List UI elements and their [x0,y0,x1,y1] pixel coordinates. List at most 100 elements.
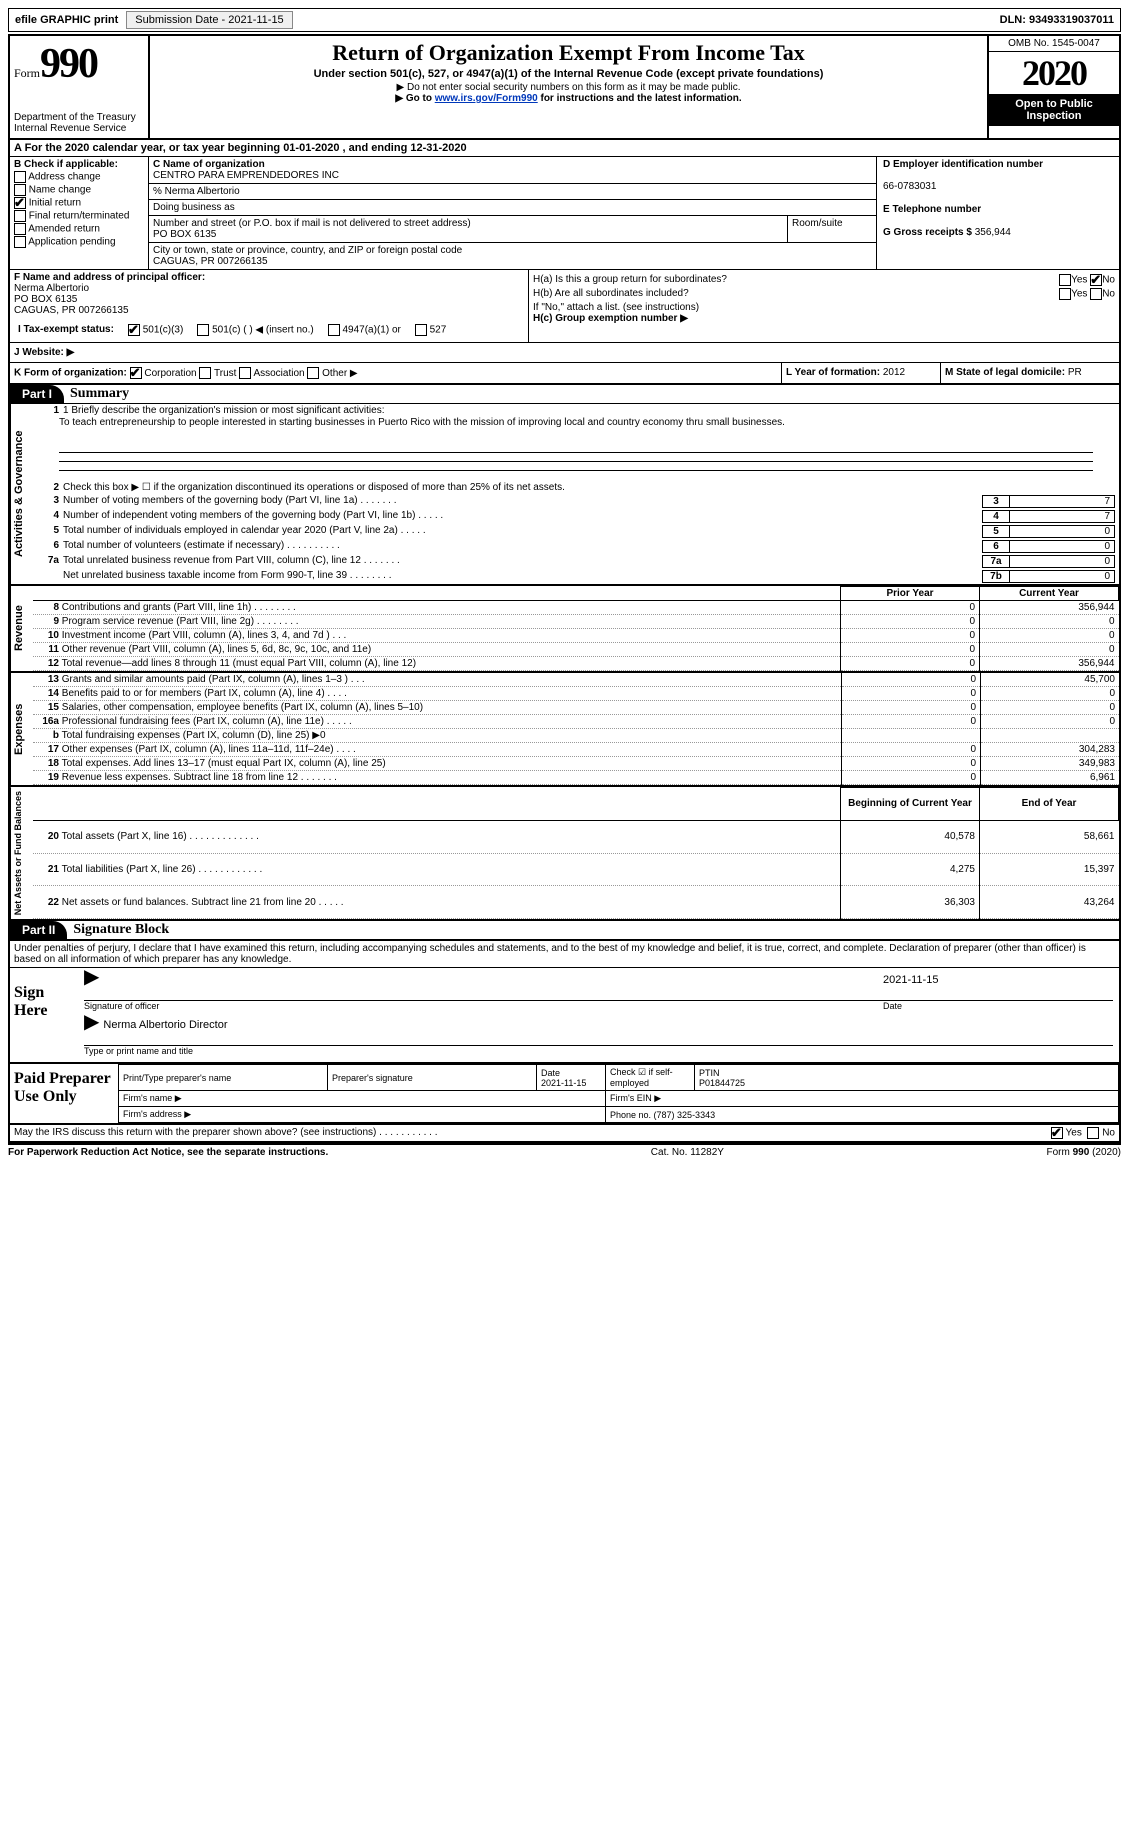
tax-year-line: A For the 2020 calendar year, or tax yea… [10,140,1119,157]
section-m: M State of legal domicile: PR [940,363,1119,383]
ein-label: D Employer identification number [883,159,1043,170]
ha-yes[interactable] [1059,274,1071,286]
part2-tab: Part II [10,921,67,939]
k-corp[interactable]: Corporation [130,368,197,379]
room-label: Room/suite [788,216,876,243]
gov-row: Net unrelated business taxable income fr… [33,569,1119,584]
year-cell: OMB No. 1545-0047 2020 Open to Public In… [987,36,1119,138]
signature-fields: ▶ 2021-11-15 Signature of officer Date ▶… [78,968,1119,1062]
phone-label: E Telephone number [883,204,1113,215]
fin-row: 18 Total expenses. Add lines 13–17 (must… [33,757,1119,771]
net-table: Beginning of Current YearEnd of Year 20 … [33,787,1119,919]
fin-row: 10 Investment income (Part VIII, column … [33,629,1119,643]
discuss-label: May the IRS discuss this return with the… [14,1127,1051,1139]
fin-row: 19 Revenue less expenses. Subtract line … [33,771,1119,785]
part2-header: Part II Signature Block [10,919,1119,939]
irs-link[interactable]: www.irs.gov/Form990 [435,93,538,104]
section-b: B Check if applicable: Address change Na… [10,157,149,269]
dln-label: DLN: 93493319037011 [994,12,1120,28]
part2-title: Signature Block [67,922,169,938]
fin-row: 11 Other revenue (Part VIII, column (A),… [33,643,1119,657]
cat-number: Cat. No. 11282Y [651,1147,724,1158]
status-501c3[interactable]: 501(c)(3) [128,324,183,336]
fin-row: 12 Total revenue—add lines 8 through 11 … [33,657,1119,671]
begin-year-hdr: Beginning of Current Year [841,788,980,821]
website-row: J Website: ▶ [10,343,1119,363]
firm-phone: Phone no. (787) 325-3343 [606,1107,1119,1123]
ptin-value: P01844725 [699,1078,745,1088]
form-container: Form990 Department of the Treasury Inter… [8,34,1121,1145]
form-word: Form [14,66,40,80]
preparer-label: Paid Preparer Use Only [10,1064,118,1123]
revenue-label: Revenue [10,586,33,671]
discuss-no[interactable]: No [1087,1127,1115,1139]
inspection-label: Open to Public Inspection [989,94,1119,126]
officer-label: F Name and address of principal officer: [14,272,205,283]
prep-date-label: Date [541,1068,560,1078]
prep-date: 2021-11-15 [541,1078,586,1088]
fin-row: 16a Professional fundraising fees (Part … [33,715,1119,729]
city-label: City or town, state or province, country… [153,245,462,256]
h-note: If "No," attach a list. (see instruction… [533,302,1115,313]
hb-no[interactable] [1090,288,1102,300]
preparer-table: Print/Type preparer's name Preparer's si… [118,1064,1119,1123]
end-year-hdr: End of Year [980,788,1119,821]
fin-row: 9 Program service revenue (Part VIII, li… [33,615,1119,629]
status-4947[interactable]: 4947(a)(1) or [328,324,401,336]
k-label: K Form of organization: [14,368,127,379]
gov-row: 6Total number of volunteers (estimate if… [33,539,1119,554]
form-number: 990 [40,41,97,87]
fin-row: b Total fundraising expenses (Part IX, c… [33,729,1119,743]
officer-print-name: Nerma Albertorio Director [103,1019,227,1031]
line1-label: 1 Briefly describe the organization's mi… [63,405,1115,416]
discuss-yes[interactable]: Yes [1051,1127,1082,1139]
check-address[interactable]: Address change [14,171,144,183]
fin-row: 17 Other expenses (Part IX, column (A), … [33,743,1119,757]
status-501c[interactable]: 501(c) ( ) ◀ (insert no.) [197,324,313,336]
check-pending[interactable]: Application pending [14,236,144,248]
check-initial[interactable]: Initial return [14,197,144,209]
fin-row: 22 Net assets or fund balances. Subtract… [33,886,1119,919]
sign-here-label: Sign Here [10,968,78,1062]
revenue-table: Prior YearCurrent Year 8 Contributions a… [33,586,1119,671]
status-527[interactable]: 527 [415,324,446,336]
gov-row: 4Number of independent voting members of… [33,509,1119,524]
ein-value: 66-0783031 [883,181,936,192]
check-final[interactable]: Final return/terminated [14,210,144,222]
mission-text: To teach entrepreneurship to people inte… [33,417,1119,444]
net-assets-label: Net Assets or Fund Balances [10,787,33,919]
ha-label: H(a) Is this a group return for subordin… [533,274,727,286]
hb-yes[interactable] [1059,288,1071,300]
ha-no[interactable] [1090,274,1102,286]
k-other[interactable]: Other ▶ [307,368,357,379]
firm-name-label: Firm's name ▶ [119,1091,606,1107]
check-name[interactable]: Name change [14,184,144,196]
sig-date-label: Date [883,1001,1113,1011]
section-h: H(a) Is this a group return for subordin… [529,270,1119,342]
gross-label: G Gross receipts $ [883,227,972,238]
part1-tab: Part I [10,385,64,403]
dba-label: Doing business as [149,200,876,216]
year-formation: 2012 [883,367,905,378]
sig-date: 2021-11-15 [883,974,1113,986]
c-label: C Name of organization [153,159,265,170]
fin-row: 21 Total liabilities (Part X, line 26) .… [33,853,1119,886]
fin-row: 13 Grants and similar amounts paid (Part… [33,673,1119,687]
form-title: Return of Organization Exempt From Incom… [154,40,983,66]
prep-name-label: Print/Type preparer's name [119,1065,328,1091]
fin-row: 8 Contributions and grants (Part VIII, l… [33,601,1119,615]
street-addr: PO BOX 6135 [153,229,216,240]
officer-addr1: PO BOX 6135 [14,294,77,305]
k-assoc[interactable]: Association [239,368,304,379]
declaration-text: Under penalties of perjury, I declare th… [10,939,1119,967]
title-cell: Return of Organization Exempt From Incom… [150,36,987,138]
check-amended[interactable]: Amended return [14,223,144,235]
expenses-label: Expenses [10,673,33,785]
k-trust[interactable]: Trust [199,368,236,379]
city-value: CAGUAS, PR 007266135 [153,256,268,267]
section-c: C Name of organizationCENTRO PARA EMPREN… [149,157,1119,269]
expenses-table: 13 Grants and similar amounts paid (Part… [33,673,1119,785]
submission-date-button[interactable]: Submission Date - 2021-11-15 [126,11,292,29]
section-k: K Form of organization: Corporation Trus… [10,363,781,383]
curr-year-hdr: Current Year [980,587,1119,601]
